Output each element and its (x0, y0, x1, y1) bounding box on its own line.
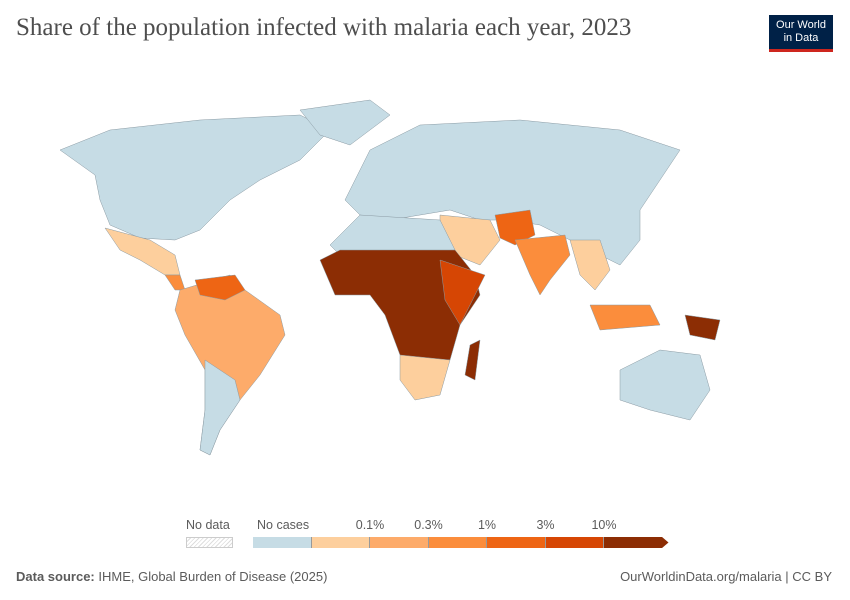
logo-line1: Our World (776, 19, 826, 31)
region-central-america[interactable] (164, 274, 186, 291)
owid-logo[interactable]: Our World in Data (769, 15, 833, 52)
region-venezuela-guyana[interactable] (194, 274, 246, 301)
region-indonesia[interactable] (589, 304, 661, 331)
legend-swatch[interactable] (545, 537, 604, 548)
region-horn-of-africa[interactable] (439, 259, 486, 326)
footer-source: Data source: IHME, Global Burden of Dise… (16, 569, 327, 584)
region-greenland[interactable] (299, 99, 391, 146)
footer-url[interactable]: OurWorldinData.org/malaria | CC BY (620, 569, 832, 584)
region-southern-africa[interactable] (399, 354, 451, 401)
legend-label: 1% (477, 518, 497, 532)
legend-label: 0.3% (414, 518, 443, 532)
legend-swatch[interactable] (370, 537, 429, 548)
legend-label: No cases (257, 518, 310, 532)
region-southeast-asia[interactable] (569, 239, 611, 291)
region-australia[interactable] (619, 349, 711, 421)
legend-no-data-label: No data (186, 518, 230, 532)
legend-label: 3% (536, 518, 555, 532)
region-india[interactable] (514, 234, 571, 296)
legend-label: 0.1% (355, 518, 385, 532)
region-south-america[interactable] (174, 274, 286, 456)
legend-swatch[interactable] (487, 537, 546, 548)
page-title: Share of the population infected with ma… (16, 14, 632, 41)
legend-swatch[interactable] (311, 537, 370, 548)
legend-swatch[interactable] (428, 537, 487, 548)
region-north-africa[interactable] (329, 214, 456, 256)
legend-no-data-swatch (186, 537, 233, 548)
region-southern-cone[interactable] (199, 359, 241, 456)
region-madagascar[interactable] (464, 339, 481, 381)
world-map[interactable] (0, 90, 850, 470)
source-label: Data source: (16, 569, 95, 584)
legend-swatch[interactable] (253, 537, 312, 548)
logo-line2: in Data (783, 32, 819, 44)
region-north-america[interactable] (59, 114, 331, 241)
legend-label: 10% (591, 518, 617, 532)
source-text: IHME, Global Burden of Disease (2025) (98, 569, 328, 584)
region-papua-new-guinea[interactable] (684, 314, 721, 341)
legend-swatch[interactable] (604, 537, 669, 548)
